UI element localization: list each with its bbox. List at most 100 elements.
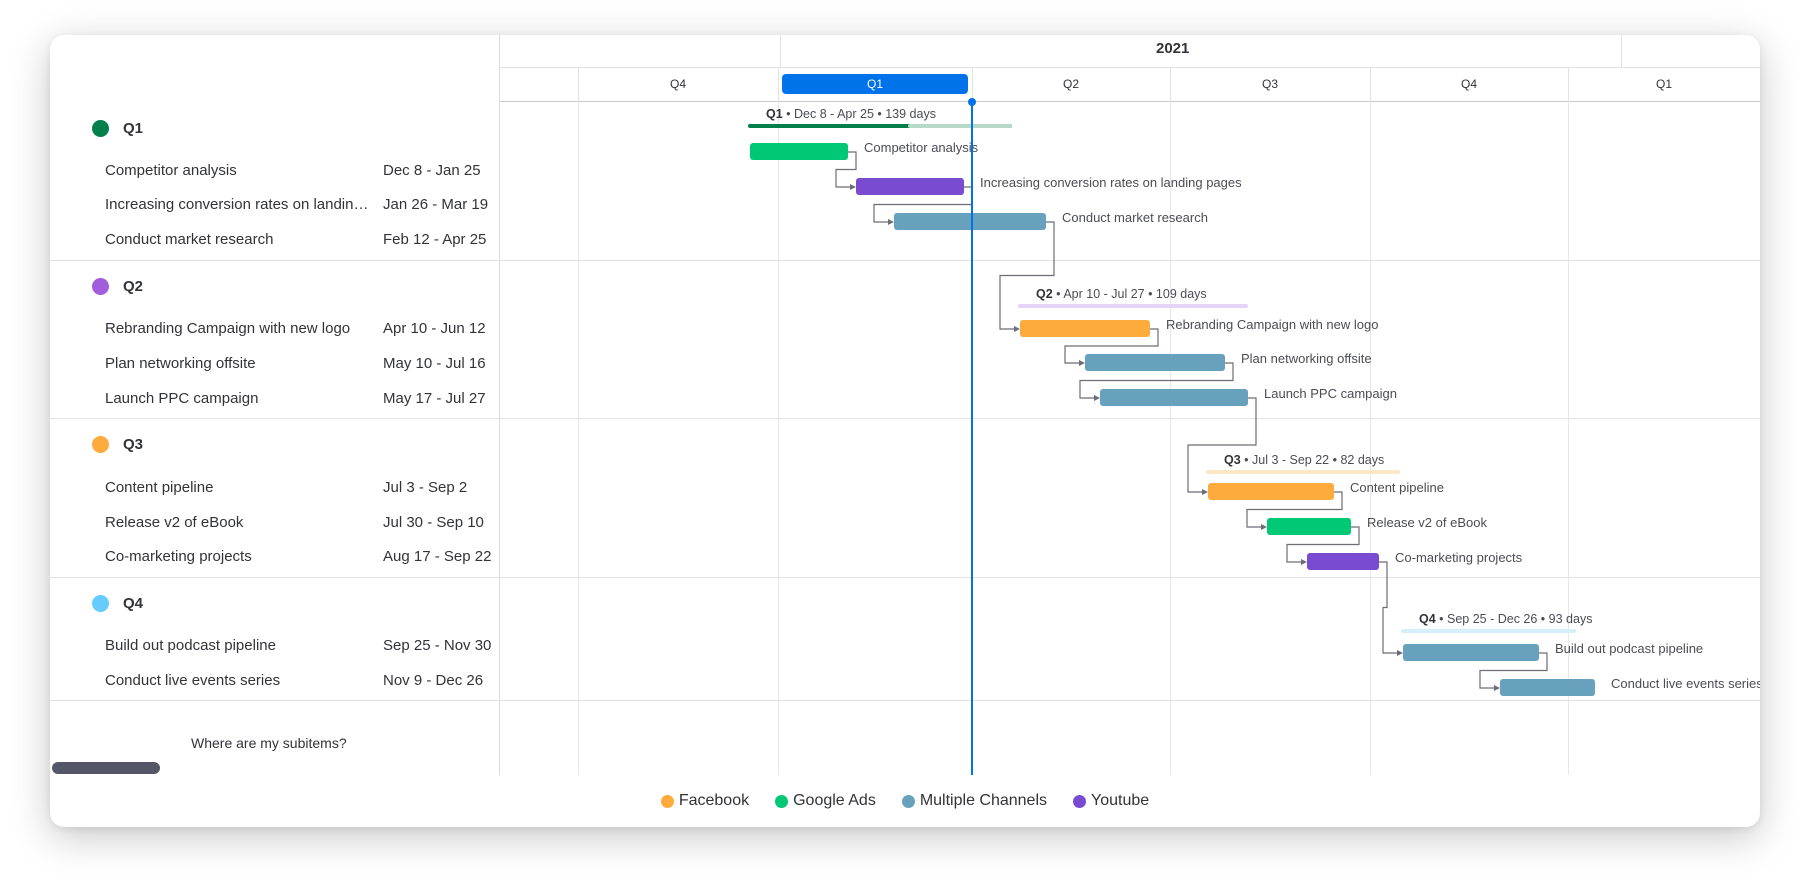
task-name: Increasing conversion rates on landing p… bbox=[105, 196, 375, 213]
dependency-connector bbox=[1286, 526, 1360, 563]
task-bar-label: Build out podcast pipeline bbox=[1555, 641, 1703, 656]
task-row[interactable]: Content pipeline Jul 3 - Sep 2 bbox=[105, 477, 495, 499]
dependency-arrow bbox=[1261, 524, 1267, 530]
quarter-label: Q1 bbox=[1655, 77, 1672, 91]
dependency-arrow bbox=[850, 184, 856, 190]
group-header-q1[interactable]: Q1 bbox=[92, 117, 143, 139]
quarter-cell[interactable]: Q4 bbox=[578, 67, 778, 101]
task-bar bbox=[894, 213, 1046, 230]
group-title: Q2 bbox=[123, 277, 144, 295]
group-header-q2[interactable]: Q2 bbox=[92, 275, 143, 297]
task-row[interactable]: Conduct market research Feb 12 - Apr 25 bbox=[105, 229, 495, 251]
dependency-arrow bbox=[1301, 559, 1307, 565]
task-dates: Dec 8 - Jan 25 bbox=[383, 162, 481, 179]
grid-line bbox=[1568, 101, 1569, 775]
task-name: Co-marketing projects bbox=[105, 548, 252, 565]
dependency-arrow bbox=[1094, 395, 1100, 401]
legend-color-dot bbox=[660, 794, 674, 808]
legend-label: Youtube bbox=[1091, 792, 1150, 809]
legend-color-dot bbox=[901, 794, 915, 808]
task-row[interactable]: Rebranding Campaign with new logo Apr 10… bbox=[105, 318, 495, 340]
task-bar bbox=[1020, 320, 1150, 337]
quarter-boundary bbox=[1370, 67, 1371, 101]
task-list-panel: Q1 Competitor analysis Dec 8 - Jan 25 In… bbox=[50, 35, 500, 775]
task-bar-label: Co-marketing projects bbox=[1395, 550, 1523, 565]
task-bar-label: Rebranding Campaign with new logo bbox=[1166, 317, 1378, 332]
task-name: Rebranding Campaign with new logo bbox=[105, 320, 351, 337]
task-bar bbox=[1500, 679, 1595, 696]
quarter-label: Q1 bbox=[782, 74, 968, 94]
task-bar-label: Competitor analysis bbox=[864, 140, 979, 155]
task-bar bbox=[1085, 354, 1225, 371]
task-dates: May 10 - Jul 16 bbox=[383, 355, 486, 372]
group-title: Q4 bbox=[123, 594, 144, 612]
task-row[interactable]: Launch PPC campaign May 17 - Jul 27 bbox=[105, 388, 495, 410]
task-dates: Jan 26 - Mar 19 bbox=[383, 196, 489, 213]
task-row[interactable]: Conduct live events series Nov 9 - Dec 2… bbox=[105, 670, 495, 692]
subitems-help-link[interactable]: Where are my subitems? bbox=[191, 735, 347, 751]
group-header-q4[interactable]: Q4 bbox=[92, 592, 143, 614]
grid-line bbox=[1370, 101, 1371, 775]
today-marker-line[interactable] bbox=[971, 101, 973, 775]
group-separator bbox=[50, 418, 1760, 419]
legend-item[interactable]: Google Ads bbox=[775, 792, 876, 810]
timeline-area: 2021 Q4 Q1 Q2 Q3 Q4 Q1 bbox=[500, 35, 1760, 775]
timeline-quarter-header: Q4 Q1 Q2 Q3 Q4 Q1 bbox=[500, 67, 1760, 102]
group-title: Q1 bbox=[123, 119, 144, 137]
group-title: Q3 bbox=[123, 435, 144, 453]
legend-color-dot bbox=[1073, 794, 1087, 808]
legend-item[interactable]: Multiple Channels bbox=[901, 792, 1047, 810]
quarter-label: Q4 bbox=[1460, 77, 1477, 91]
task-bar-label: Conduct live events series bbox=[1611, 676, 1760, 691]
grid-line bbox=[1170, 101, 1171, 775]
quarter-boundary bbox=[778, 67, 779, 101]
dependency-arrow bbox=[1397, 650, 1403, 656]
quarter-cell[interactable]: Q1 bbox=[1568, 67, 1760, 101]
dependency-connector bbox=[1379, 561, 1399, 654]
task-row[interactable]: Plan networking offsite May 10 - Jul 16 bbox=[105, 353, 495, 375]
task-name: Launch PPC campaign bbox=[105, 390, 259, 407]
task-bar bbox=[750, 143, 848, 160]
task-bar bbox=[1267, 518, 1351, 535]
group-color-dot bbox=[92, 277, 109, 295]
quarter-boundary bbox=[1170, 67, 1171, 101]
year-label: 2021 bbox=[1156, 40, 1190, 57]
legend-item[interactable]: Facebook bbox=[660, 792, 750, 810]
task-row[interactable]: Release v2 of eBook Jul 30 - Sep 10 bbox=[105, 512, 495, 534]
group-separator bbox=[50, 577, 1760, 578]
legend-label: Google Ads bbox=[793, 792, 876, 809]
quarter-label: Q3 bbox=[1261, 77, 1278, 91]
task-bar-label: Release v2 of eBook bbox=[1367, 515, 1487, 530]
dependency-arrow bbox=[1202, 489, 1208, 495]
year-boundary bbox=[780, 35, 781, 67]
task-dates: Nov 9 - Dec 26 bbox=[383, 672, 484, 689]
task-row[interactable]: Increasing conversion rates on landing p… bbox=[105, 194, 495, 216]
task-dates: Jul 30 - Sep 10 bbox=[383, 514, 484, 531]
group-separator bbox=[50, 700, 1760, 701]
task-bar bbox=[1403, 644, 1539, 661]
task-row[interactable]: Build out podcast pipeline Sep 25 - Nov … bbox=[105, 635, 495, 657]
task-row[interactable]: Co-marketing projects Aug 17 - Sep 22 bbox=[105, 546, 495, 568]
gantt-bars: Q1 • Dec 8 - Apr 25 • 139 days Competitor… bbox=[748, 107, 1760, 696]
legend-item[interactable]: Youtube bbox=[1073, 792, 1149, 810]
quarter-cell[interactable]: Q2 bbox=[972, 67, 1170, 101]
group-header-q3[interactable]: Q3 bbox=[92, 433, 143, 455]
legend-color-dot bbox=[775, 794, 789, 808]
task-row[interactable]: Competitor analysis Dec 8 - Jan 25 bbox=[105, 160, 495, 182]
task-name: Conduct market research bbox=[105, 231, 274, 248]
legend-label: Facebook bbox=[678, 792, 750, 809]
quarter-cell[interactable]: Q3 bbox=[1170, 67, 1370, 101]
quarter-cell[interactable]: Q4 bbox=[1370, 67, 1568, 101]
quarter-cell-current[interactable]: Q1 bbox=[778, 67, 972, 101]
timeline-year-header: 2021 bbox=[500, 35, 1760, 68]
task-dates: Aug 17 - Sep 22 bbox=[383, 548, 492, 565]
task-bar bbox=[1208, 483, 1334, 500]
task-bar-label: Content pipeline bbox=[1350, 480, 1444, 495]
horizontal-scrollbar[interactable] bbox=[52, 762, 160, 774]
panel-divider[interactable] bbox=[499, 35, 500, 775]
today-marker-handle[interactable] bbox=[968, 98, 976, 106]
dependency-connector bbox=[1246, 491, 1343, 528]
dependency-connector bbox=[1064, 328, 1159, 364]
quarter-label: Q2 bbox=[1062, 77, 1079, 91]
year-boundary bbox=[1621, 35, 1622, 67]
